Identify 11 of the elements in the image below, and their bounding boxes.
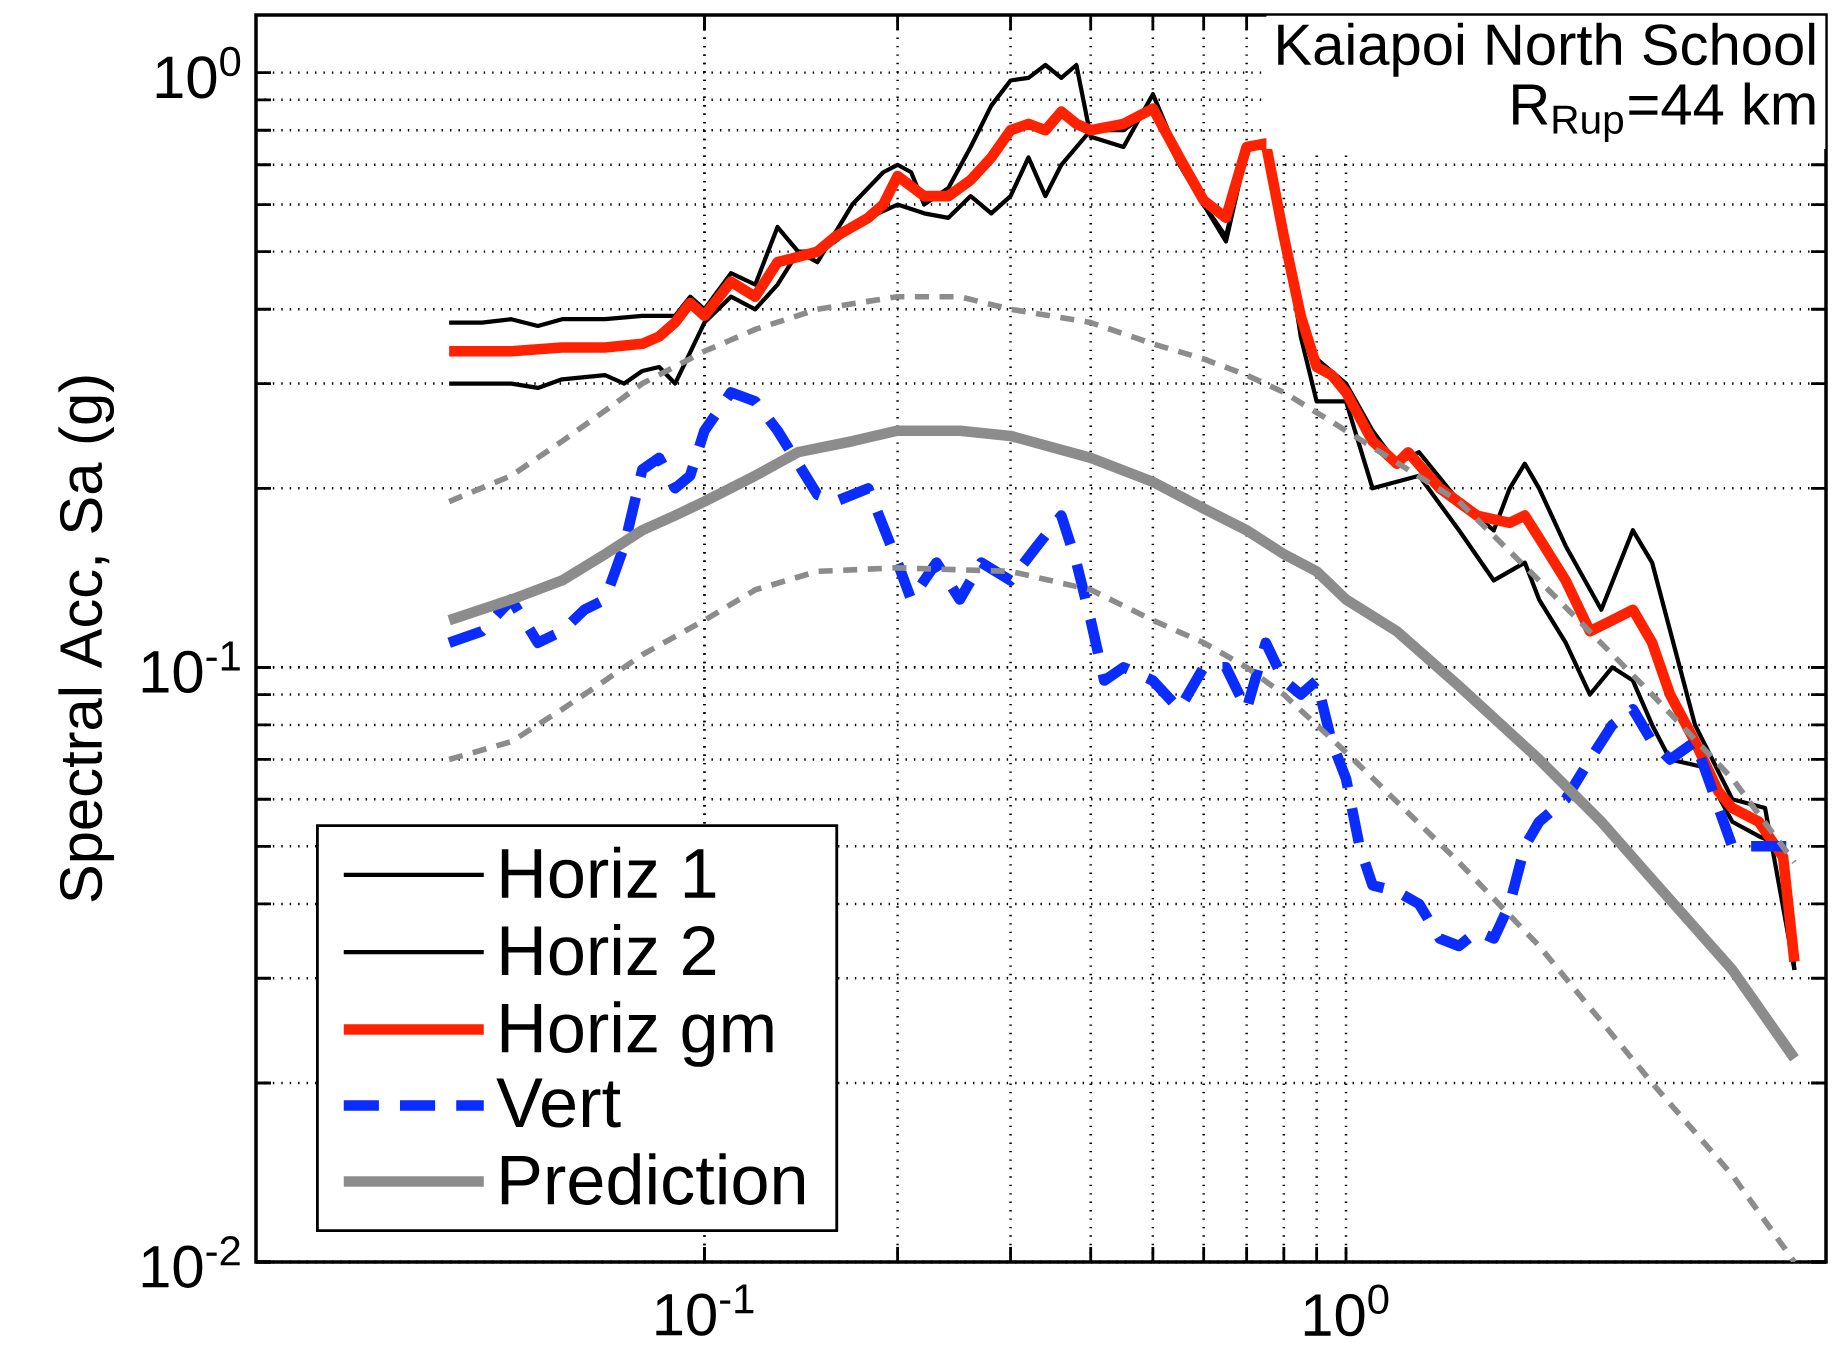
legend-label: Vert [496,1078,621,1128]
y-tick-label: 10$^{0}$ [156,46,241,99]
y-tick-label: 10$^{-2}$ [142,1236,240,1288]
annotation: R$_{Rup}$=44 km [1513,82,1815,143]
legend-label: Horiz 2 [501,924,716,976]
legend-label: Horiz 1 [501,846,716,899]
legend-label: Horiz gm [501,1001,773,1067]
y-tick-label: 10$^{-1}$ [142,641,240,694]
annotation: Kaiapoi North School [1278,22,1815,77]
legend-label: Prediction [501,1153,805,1205]
y-axis-title: Spectral Acc, Sa (g) [58,376,115,902]
